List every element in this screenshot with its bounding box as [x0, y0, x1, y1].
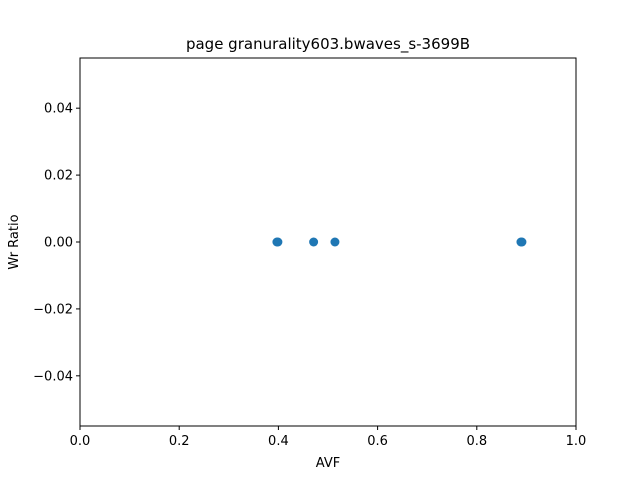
y-tick-label: 0.00 — [44, 236, 73, 251]
y-tick-label: 0.02 — [44, 169, 73, 184]
x-tick-label: 0.8 — [466, 434, 487, 449]
chart-title: page granurality603.bwaves_s-3699B — [186, 35, 470, 54]
y-axis-ticks: −0.04 −0.02 0.00 0.02 0.04 — [33, 102, 80, 384]
y-tick-label: 0.04 — [44, 102, 73, 117]
y-axis-label: Wr Ratio — [7, 214, 22, 269]
data-point — [330, 237, 340, 247]
data-point — [273, 237, 283, 247]
x-axis-ticks: 0.0 0.2 0.4 0.6 0.8 1.0 — [70, 426, 587, 449]
data-point — [309, 237, 319, 247]
x-tick-label: 0.6 — [367, 434, 388, 449]
x-tick-label: 1.0 — [566, 434, 587, 449]
data-point — [517, 237, 527, 247]
x-axis-label: AVF — [316, 456, 340, 471]
data-points — [272, 237, 527, 247]
y-tick-label: −0.04 — [33, 369, 73, 384]
y-tick-label: −0.02 — [33, 302, 73, 317]
x-tick-label: 0.2 — [169, 434, 190, 449]
x-tick-label: 0.0 — [70, 434, 91, 449]
plot-frame — [79, 57, 577, 427]
x-tick-label: 0.4 — [268, 434, 289, 449]
